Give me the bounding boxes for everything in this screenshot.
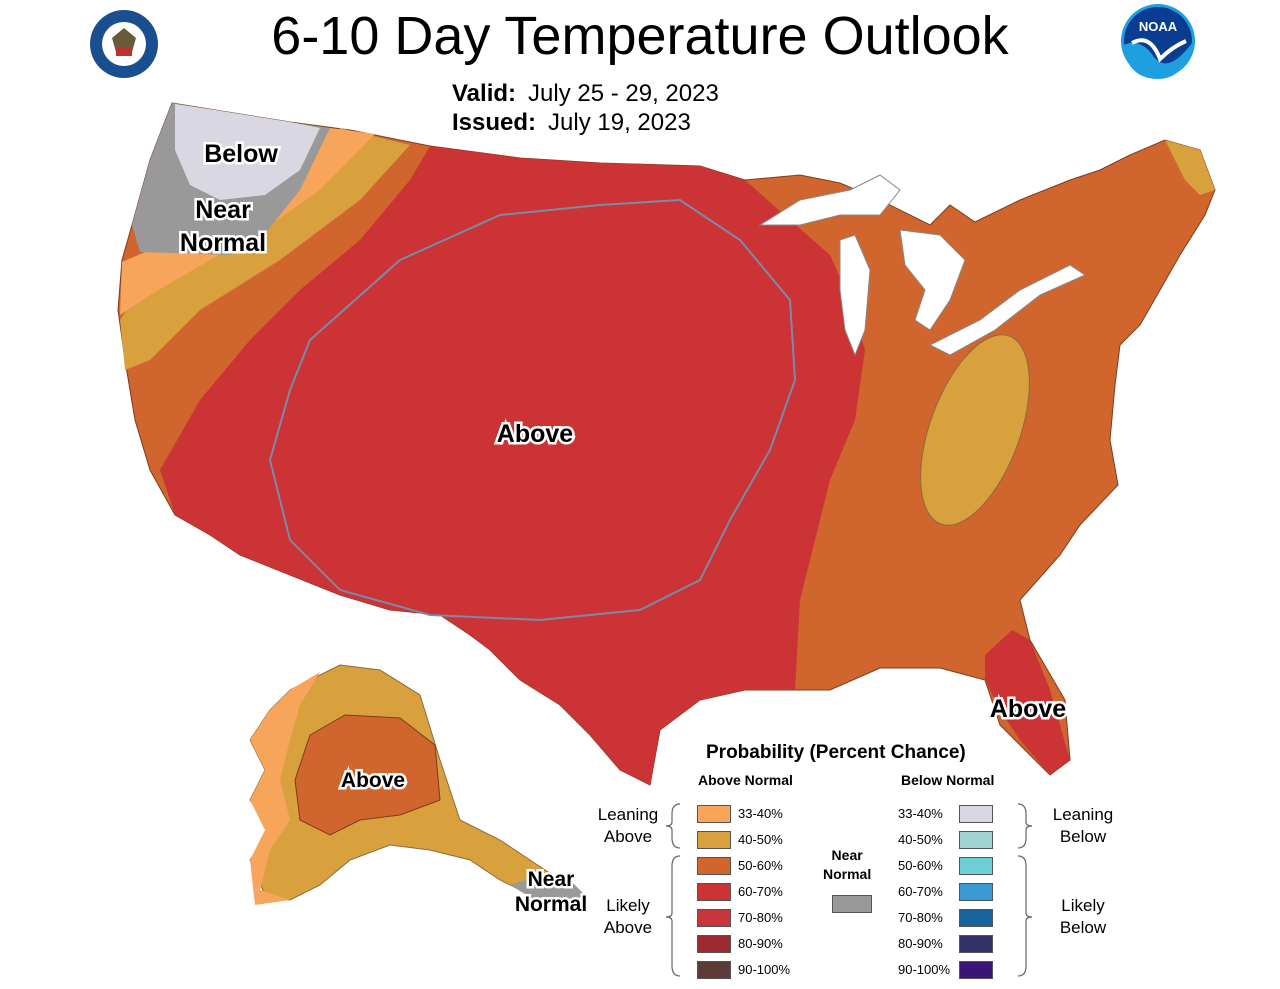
legend-above-swatch xyxy=(697,961,731,979)
conus-70-80-contour xyxy=(268,198,797,622)
legend-above-header: Above Normal xyxy=(698,772,793,788)
legend-below-range: 60-70% xyxy=(898,884,943,899)
legend-title: Probability (Percent Chance) xyxy=(706,742,966,763)
legend-below-range: 90-100% xyxy=(898,962,951,977)
valid-value: July 25 - 29, 2023 xyxy=(528,80,719,107)
legend-above-swatch xyxy=(697,805,731,823)
legend-above-range: 80-90% xyxy=(738,936,783,951)
leaning-above-line2: Above xyxy=(603,827,653,846)
likely-below-line2: Below xyxy=(1059,918,1107,937)
noaa-logo-text: NOAA xyxy=(1139,19,1178,34)
legend-above-range: 33-40% xyxy=(738,806,783,821)
maine-above-40-50-region xyxy=(1165,140,1215,195)
legend-below-row: 90-100% xyxy=(898,961,1018,979)
florida-above-region xyxy=(985,630,1070,775)
label-nw-near-1: Near xyxy=(195,196,251,224)
legend-above-swatch xyxy=(697,883,731,901)
issued-row: Issued: July 19, 2023 xyxy=(452,109,691,137)
label-florida-above: Above xyxy=(990,695,1067,723)
legend-below-header: Below Normal xyxy=(901,772,995,788)
legend-above-row: 90-100% xyxy=(697,961,817,979)
label-alaska-above: Above xyxy=(341,769,405,792)
legend-below-row: 80-90% xyxy=(898,935,1018,953)
legend-braces xyxy=(665,803,1033,977)
legend-above-swatch xyxy=(697,935,731,953)
near-line2: Normal xyxy=(823,866,872,882)
legend-above-row: 60-70% xyxy=(697,883,817,901)
leaning-below-label: Leaning Below xyxy=(1045,804,1121,848)
alaska-near-normal-region xyxy=(510,875,585,905)
legend: Probability (Percent Chance) Above Norma… xyxy=(580,738,1140,983)
leaning-above-label: Leaning Above xyxy=(590,804,666,848)
legend-above-row: 33-40% xyxy=(697,805,817,823)
legend-above-range: 50-60% xyxy=(738,858,783,873)
nw-above-40-50-band xyxy=(120,128,410,370)
legend-below-range: 80-90% xyxy=(898,936,943,951)
likely-above-label: Likely Above xyxy=(590,895,666,939)
legend-above-swatch xyxy=(697,831,731,849)
legend-below-range: 33-40% xyxy=(898,806,943,821)
likely-above-line2: Above xyxy=(603,918,653,937)
legend-above-range: 40-50% xyxy=(738,832,783,847)
lake-huron xyxy=(899,229,966,331)
valid-row: Valid: July 25 - 29, 2023 xyxy=(452,80,719,108)
legend-below-swatch xyxy=(959,935,993,953)
legend-below-range: 50-60% xyxy=(898,858,943,873)
appalachian-above-40-50-region xyxy=(920,334,1030,526)
legend-below-range: 40-50% xyxy=(898,832,943,847)
likely-below-label: Likely Below xyxy=(1045,895,1121,939)
noaa-logo-icon: NOAA xyxy=(1121,4,1195,79)
legend-below-swatch xyxy=(959,883,993,901)
legend-below-swatch xyxy=(959,909,993,927)
likely-above-line1: Likely xyxy=(606,896,650,915)
legend-below-row: 33-40% xyxy=(898,805,1018,823)
conus-above-60-70-region xyxy=(160,146,865,785)
legend-above-range: 70-80% xyxy=(738,910,783,925)
legend-below-row: 70-80% xyxy=(898,909,1018,927)
legend-above-row: 40-50% xyxy=(697,831,817,849)
legend-below-row: 50-60% xyxy=(898,857,1018,875)
near-line1: Near xyxy=(831,847,863,863)
legend-below-row: 60-70% xyxy=(898,883,1018,901)
leaning-below-line2: Below xyxy=(1059,827,1107,846)
legend-above-row: 50-60% xyxy=(697,857,817,875)
nw-below-33-40-region xyxy=(175,104,320,200)
legend-below-row: 40-50% xyxy=(898,831,1018,849)
label-nw-below: Below xyxy=(204,140,278,168)
lake-superior xyxy=(758,174,901,226)
label-alaska-near-2: Normal xyxy=(515,893,587,916)
legend-above-swatch xyxy=(697,857,731,875)
legend-below-swatch xyxy=(959,831,993,849)
legend-above-swatch xyxy=(697,909,731,927)
lake-michigan xyxy=(839,234,871,357)
legend-above-range: 60-70% xyxy=(738,884,783,899)
leaning-below-line1: Leaning xyxy=(1052,805,1114,824)
issued-label: Issued: xyxy=(452,109,537,136)
issued-value: July 19, 2023 xyxy=(548,109,691,136)
alaska-above-33-40-region xyxy=(250,672,320,905)
near-normal-label: Near Normal xyxy=(823,846,871,884)
page-title: 6-10 Day Temperature Outlook xyxy=(271,6,1009,66)
legend-below-range: 70-80% xyxy=(898,910,943,925)
valid-label: Valid: xyxy=(452,80,517,107)
legend-below-swatch xyxy=(959,805,993,823)
near-normal-swatch xyxy=(832,895,872,913)
leaning-above-line1: Leaning xyxy=(597,805,659,824)
alaska-above-50-60-region xyxy=(294,714,441,836)
legend-above-range: 90-100% xyxy=(738,962,791,977)
commerce-seal-icon xyxy=(90,10,158,78)
likely-below-line1: Likely xyxy=(1061,896,1105,915)
legend-below-swatch xyxy=(959,857,993,875)
label-alaska-near-1: Near xyxy=(528,868,575,891)
legend-above-row: 70-80% xyxy=(697,909,817,927)
legend-below-swatch xyxy=(959,961,993,979)
lake-erie-ontario xyxy=(928,264,1087,356)
label-central-above: Above xyxy=(497,420,574,448)
legend-above-row: 80-90% xyxy=(697,935,817,953)
label-nw-near-2: Normal xyxy=(180,229,266,257)
